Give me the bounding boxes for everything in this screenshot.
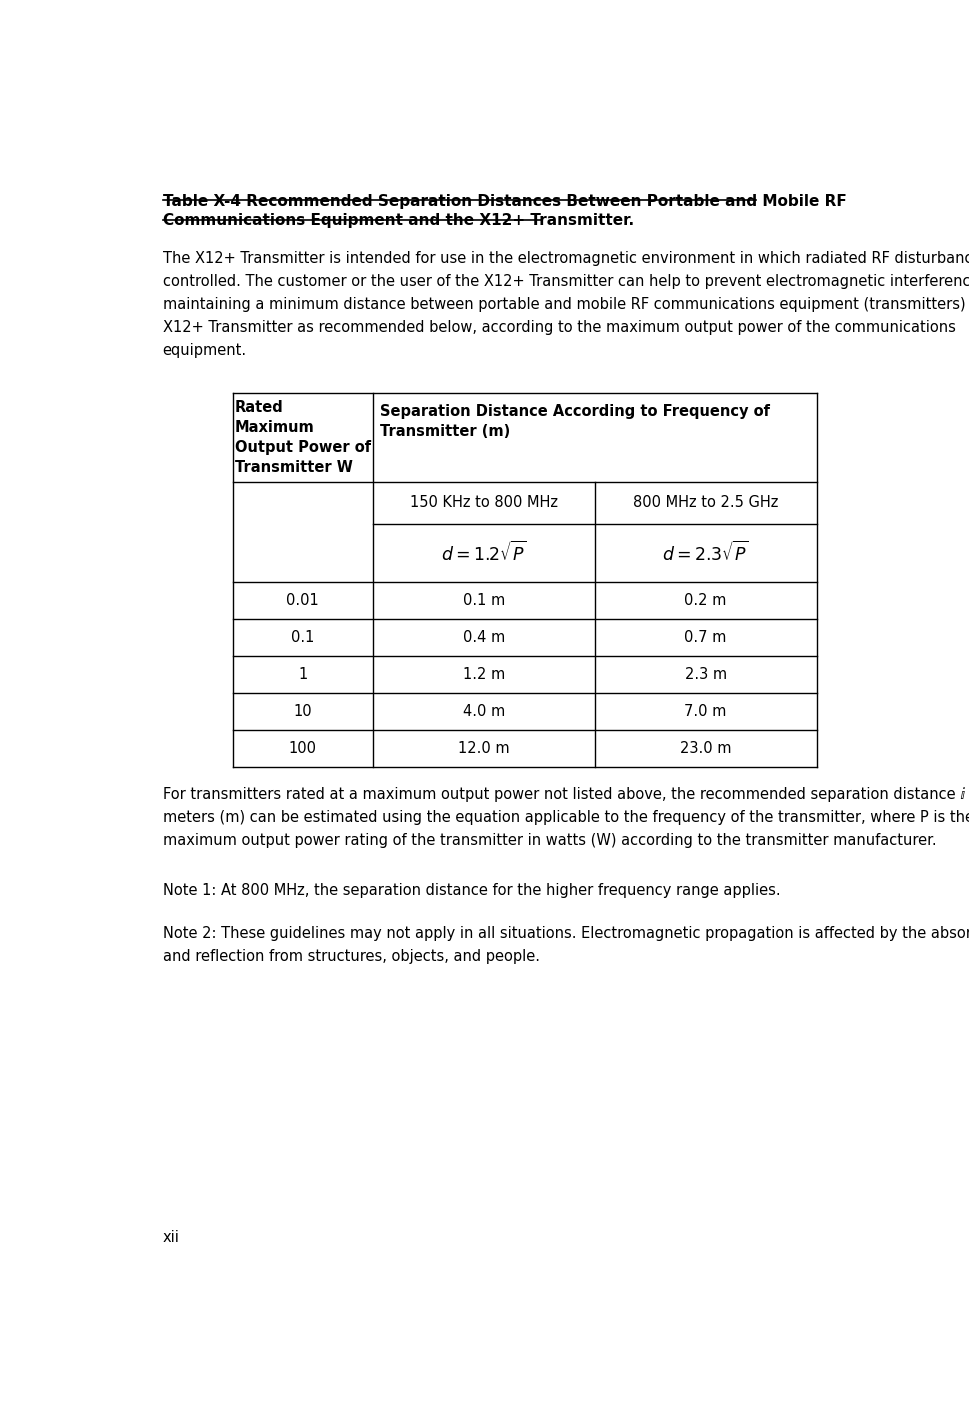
Text: 2.3 m: 2.3 m bbox=[684, 667, 726, 683]
Text: 7.0 m: 7.0 m bbox=[684, 704, 726, 720]
Text: Note 2: These guidelines may not apply in all situations. Electromagnetic propag: Note 2: These guidelines may not apply i… bbox=[163, 926, 969, 942]
Text: equipment.: equipment. bbox=[163, 342, 246, 358]
Text: meters (m) can be estimated using the equation applicable to the frequency of th: meters (m) can be estimated using the eq… bbox=[163, 810, 969, 824]
Text: Table X-4 Recommended Separation Distances Between Portable and Mobile RF: Table X-4 Recommended Separation Distanc… bbox=[163, 194, 846, 209]
Text: Separation Distance According to Frequency of
Transmitter (m): Separation Distance According to Frequen… bbox=[380, 404, 769, 438]
Text: 1.2 m: 1.2 m bbox=[462, 667, 504, 683]
Text: 0.01: 0.01 bbox=[286, 594, 319, 608]
Text: 10: 10 bbox=[293, 704, 312, 720]
Text: Rated
Maximum
Output Power of
Transmitter W: Rated Maximum Output Power of Transmitte… bbox=[234, 400, 370, 475]
Text: 12.0 m: 12.0 m bbox=[457, 741, 509, 756]
Text: 100: 100 bbox=[289, 741, 316, 756]
Text: 1: 1 bbox=[297, 667, 307, 683]
Text: 4.0 m: 4.0 m bbox=[462, 704, 504, 720]
Text: The X12+ Transmitter is intended for use in the electromagnetic environment in w: The X12+ Transmitter is intended for use… bbox=[163, 252, 969, 266]
Text: 0.1 m: 0.1 m bbox=[462, 594, 504, 608]
Text: xii: xii bbox=[163, 1230, 179, 1246]
Text: Note 1: At 800 MHz, the separation distance for the higher frequency range appli: Note 1: At 800 MHz, the separation dista… bbox=[163, 882, 779, 898]
Text: 150 KHz to 800 MHz: 150 KHz to 800 MHz bbox=[409, 495, 557, 510]
Text: controlled. The customer or the user of the X12+ Transmitter can help to prevent: controlled. The customer or the user of … bbox=[163, 274, 969, 290]
Text: maintaining a minimum distance between portable and mobile RF communications equ: maintaining a minimum distance between p… bbox=[163, 297, 969, 312]
Text: For transmitters rated at a maximum output power not listed above, the recommend: For transmitters rated at a maximum outp… bbox=[163, 788, 969, 802]
Text: 23.0 m: 23.0 m bbox=[679, 741, 731, 756]
Text: maximum output power rating of the transmitter in watts (W) according to the tra: maximum output power rating of the trans… bbox=[163, 833, 935, 848]
Text: 800 MHz to 2.5 GHz: 800 MHz to 2.5 GHz bbox=[633, 495, 777, 510]
Text: X12+ Transmitter as recommended below, according to the maximum output power of : X12+ Transmitter as recommended below, a… bbox=[163, 320, 954, 335]
Text: and reflection from structures, objects, and people.: and reflection from structures, objects,… bbox=[163, 949, 539, 964]
Text: 0.4 m: 0.4 m bbox=[462, 631, 504, 645]
Text: 0.1: 0.1 bbox=[291, 631, 314, 645]
Text: $d = 2.3\sqrt{P}$: $d = 2.3\sqrt{P}$ bbox=[662, 542, 748, 566]
Text: 0.2 m: 0.2 m bbox=[684, 594, 726, 608]
Text: 0.7 m: 0.7 m bbox=[684, 631, 726, 645]
Text: $d = 1.2\sqrt{P}$: $d = 1.2\sqrt{P}$ bbox=[440, 542, 526, 566]
Text: Communications Equipment and the X12+ Transmitter.: Communications Equipment and the X12+ Tr… bbox=[163, 214, 633, 228]
